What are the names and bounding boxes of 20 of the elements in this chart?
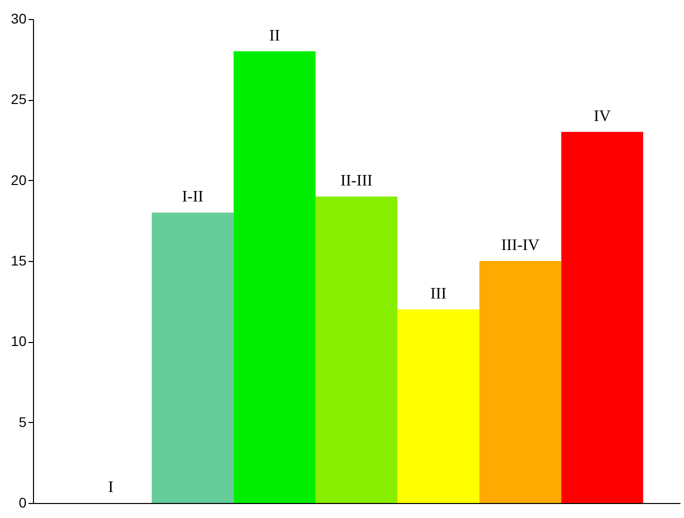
bar (234, 51, 316, 503)
y-tick-label: 25 (10, 91, 27, 108)
x-tick-label: III (430, 285, 446, 302)
x-tick-label: IV (594, 108, 612, 125)
y-tick-label: 15 (10, 252, 27, 268)
x-tick-label: I (108, 479, 114, 496)
x-tick-label: II (269, 27, 280, 44)
bar (152, 212, 234, 503)
bar (316, 196, 398, 503)
y-tick-label: 5 (18, 414, 27, 430)
x-tick-label: III-IV (501, 237, 540, 254)
x-tick-label: I-II (182, 188, 204, 206)
x-tick-label: II-III (340, 172, 372, 190)
bar (397, 309, 480, 503)
y-tick-label: 0 (18, 494, 27, 510)
y-tick-label: 20 (10, 172, 27, 188)
bar (561, 132, 644, 503)
bar (479, 261, 562, 503)
y-tick-label: 30 (10, 10, 27, 26)
y-tick-label: 10 (10, 333, 27, 350)
